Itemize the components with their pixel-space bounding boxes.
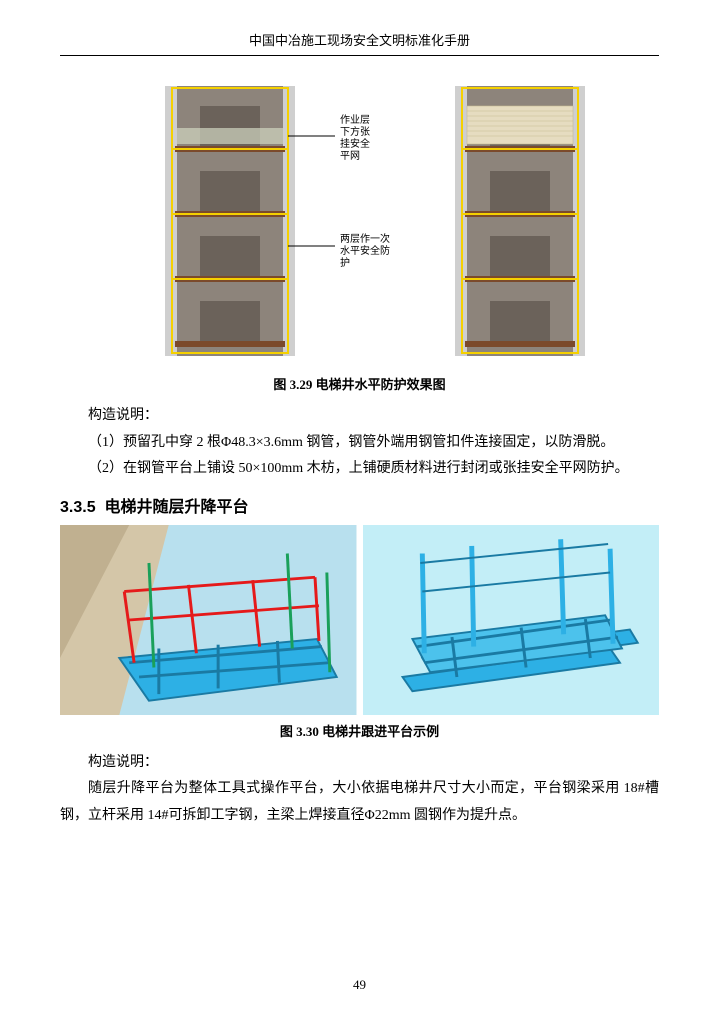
- section-number: 3.3.5: [60, 499, 96, 516]
- figure-3-29-graphic: 作业层 下方张 挂安全 平网 两层作一次 水平安全防 护: [60, 76, 659, 366]
- platform-description: 随层升降平台为整体工具式操作平台，大小依据电梯井尺寸大小而定，平台钢梁采用 18…: [60, 776, 659, 829]
- svg-text:挂安全: 挂安全: [340, 137, 370, 150]
- document-header: 中国中冶施工现场安全文明标准化手册: [60, 30, 659, 56]
- figure-3-29-caption: 图 3.29 电梯井水平防护效果图: [60, 374, 659, 393]
- figure-3-30-caption: 图 3.30 电梯井跟进平台示例: [60, 721, 659, 740]
- svg-text:水平安全防: 水平安全防: [340, 244, 390, 257]
- section-3-3-5-heading: 3.3.5 电梯井随层升降平台: [60, 493, 659, 517]
- figure-3-29-block: 作业层 下方张 挂安全 平网 两层作一次 水平安全防 护: [60, 76, 659, 393]
- construction-intro: 构造说明：: [60, 403, 659, 430]
- shaft-right-svg: [450, 76, 590, 366]
- svg-text:两层作一次: 两层作一次: [340, 232, 390, 245]
- svg-text:护: 护: [340, 256, 350, 269]
- svg-text:平网: 平网: [340, 150, 360, 162]
- svg-text:作业层: 作业层: [340, 114, 370, 126]
- svg-text:下方张: 下方张: [340, 125, 370, 138]
- shaft-left-svg: 作业层 下方张 挂安全 平网 两层作一次 水平安全防 护: [130, 76, 410, 366]
- platform-right-svg: [363, 525, 660, 715]
- construction-item-2: （2）在钢管平台上铺设 50×100mm 木枋，上铺硬质材料进行封闭或张挂安全平…: [60, 456, 659, 483]
- construction-intro-2: 构造说明：: [60, 750, 659, 777]
- figure-3-30-graphic: [60, 525, 659, 715]
- platform-left-svg: [60, 525, 357, 715]
- section-title: 电梯井随层升降平台: [104, 499, 248, 516]
- construction-item-1: （1）预留孔中穿 2 根Φ48.3×3.6mm 钢管，钢管外端用钢管扣件连接固定…: [60, 430, 659, 457]
- page-number: 49: [0, 977, 719, 993]
